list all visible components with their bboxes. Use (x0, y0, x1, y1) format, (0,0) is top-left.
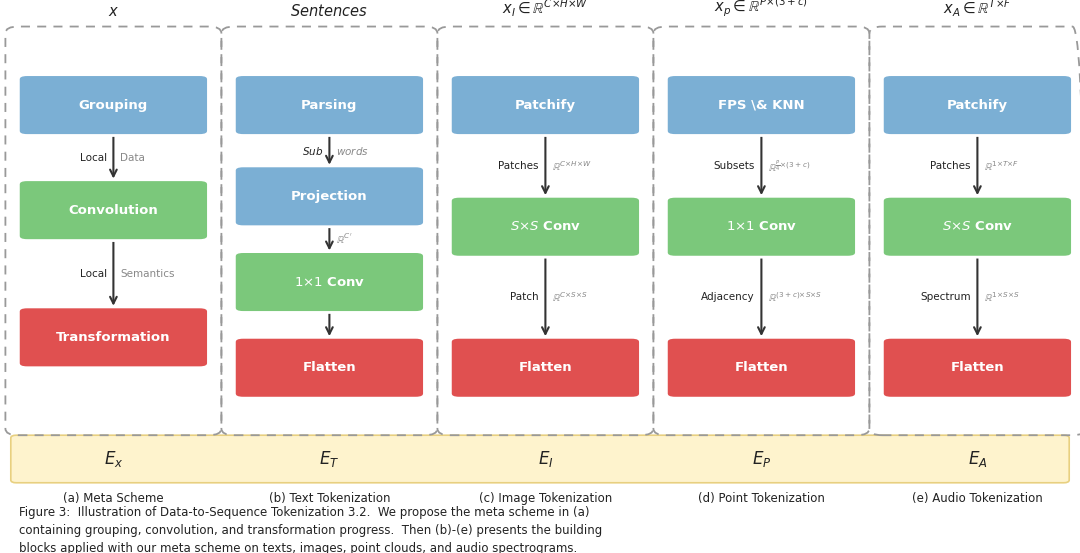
Text: $1{\times}1$ Conv: $1{\times}1$ Conv (294, 275, 365, 289)
FancyBboxPatch shape (234, 337, 424, 398)
Text: $\mathit{words}$: $\mathit{words}$ (336, 145, 368, 156)
Text: Projection: Projection (292, 190, 367, 203)
Text: Figure 3:  Illustration of Data-to-Sequence Tokenization 3.2.  We propose the me: Figure 3: Illustration of Data-to-Sequen… (19, 506, 603, 553)
Text: $S{\times}S$ Conv: $S{\times}S$ Conv (942, 220, 1013, 233)
FancyBboxPatch shape (882, 196, 1072, 257)
Text: Patchify: Patchify (947, 98, 1008, 112)
Text: $E_I$: $E_I$ (538, 449, 553, 469)
FancyBboxPatch shape (882, 75, 1072, 135)
Text: $\mathbb{R}^{1{\times}S{\times}S}$: $\mathbb{R}^{1{\times}S{\times}S}$ (984, 290, 1020, 304)
Text: Parsing: Parsing (301, 98, 357, 112)
FancyBboxPatch shape (234, 166, 424, 227)
Text: $\mathbb{R}^{C{\times}S{\times}S}$: $\mathbb{R}^{C{\times}S{\times}S}$ (552, 290, 588, 304)
FancyBboxPatch shape (450, 196, 640, 257)
Text: $\mathbb{R}^{C{\times}H{\times}W}$: $\mathbb{R}^{C{\times}H{\times}W}$ (552, 159, 592, 173)
FancyBboxPatch shape (666, 75, 856, 135)
FancyBboxPatch shape (450, 75, 640, 135)
Text: Spectrum: Spectrum (920, 292, 971, 302)
Text: FPS \& KNN: FPS \& KNN (718, 98, 805, 112)
Text: $E_x$: $E_x$ (104, 449, 123, 469)
Text: $\mathbb{R}^{1{\times}T{\times}F}$: $\mathbb{R}^{1{\times}T{\times}F}$ (984, 159, 1020, 173)
Text: Patchify: Patchify (515, 98, 576, 112)
Text: Patch: Patch (510, 292, 539, 302)
Text: (d) Point Tokenization: (d) Point Tokenization (698, 492, 825, 505)
FancyBboxPatch shape (11, 435, 1069, 483)
FancyBboxPatch shape (234, 75, 424, 135)
FancyBboxPatch shape (18, 307, 208, 368)
Text: Local: Local (80, 153, 107, 163)
Text: (b) Text Tokenization: (b) Text Tokenization (269, 492, 390, 505)
FancyBboxPatch shape (234, 252, 424, 312)
Text: $\mathit{x}_I \in \mathbb{R}^{C{\times}H{\times}W}$: $\mathit{x}_I \in \mathbb{R}^{C{\times}H… (502, 0, 589, 19)
Text: (a) Meta Scheme: (a) Meta Scheme (63, 492, 164, 505)
Text: Flatten: Flatten (950, 361, 1004, 374)
Text: Adjacency: Adjacency (701, 292, 755, 302)
Text: $1{\times}1$ Conv: $1{\times}1$ Conv (726, 220, 797, 233)
Text: $E_T$: $E_T$ (320, 449, 339, 469)
FancyBboxPatch shape (666, 196, 856, 257)
FancyBboxPatch shape (666, 337, 856, 398)
Text: Grouping: Grouping (79, 98, 148, 112)
Text: Patches: Patches (931, 161, 971, 171)
Text: $\mathbb{R}^{\frac{P}{4}{\times}(3+c)}$: $\mathbb{R}^{\frac{P}{4}{\times}(3+c)}$ (768, 158, 810, 174)
Text: Semantics: Semantics (120, 269, 174, 279)
Text: Patches: Patches (498, 161, 539, 171)
Text: $E_A$: $E_A$ (968, 449, 987, 469)
FancyBboxPatch shape (18, 180, 208, 241)
FancyBboxPatch shape (450, 337, 640, 398)
Text: $\mathbb{R}^{C^{\prime}}$: $\mathbb{R}^{C^{\prime}}$ (336, 232, 352, 246)
Text: $\mathit{x}_p \in \mathbb{R}^{P{\times}(3+c)}$: $\mathit{x}_p \in \mathbb{R}^{P{\times}(… (715, 0, 808, 19)
FancyBboxPatch shape (18, 75, 208, 135)
FancyBboxPatch shape (882, 337, 1072, 398)
Text: $\mathit{Sentences}$: $\mathit{Sentences}$ (291, 3, 368, 19)
Text: Data: Data (120, 153, 145, 163)
Text: Subsets: Subsets (714, 161, 755, 171)
Text: (c) Image Tokenization: (c) Image Tokenization (478, 492, 612, 505)
Text: $\mathbf{\mathit{x}}$: $\mathbf{\mathit{x}}$ (108, 4, 119, 19)
Text: Local: Local (80, 269, 107, 279)
Text: Convolution: Convolution (68, 204, 159, 217)
Text: $\mathit{Sub}$: $\mathit{Sub}$ (301, 145, 323, 156)
Text: Flatten: Flatten (302, 361, 356, 374)
Text: (e) Audio Tokenization: (e) Audio Tokenization (912, 492, 1043, 505)
Text: $E_P$: $E_P$ (752, 449, 771, 469)
Text: $\mathit{x}_A \in \mathbb{R}^{T{\times}F}$: $\mathit{x}_A \in \mathbb{R}^{T{\times}F… (943, 0, 1012, 19)
Text: Flatten: Flatten (734, 361, 788, 374)
Text: Transformation: Transformation (56, 331, 171, 344)
Text: $\mathbb{R}^{(3+c){\times}S{\times}S}$: $\mathbb{R}^{(3+c){\times}S{\times}S}$ (768, 290, 822, 304)
Text: Flatten: Flatten (518, 361, 572, 374)
Text: $S{\times}S$ Conv: $S{\times}S$ Conv (510, 220, 581, 233)
